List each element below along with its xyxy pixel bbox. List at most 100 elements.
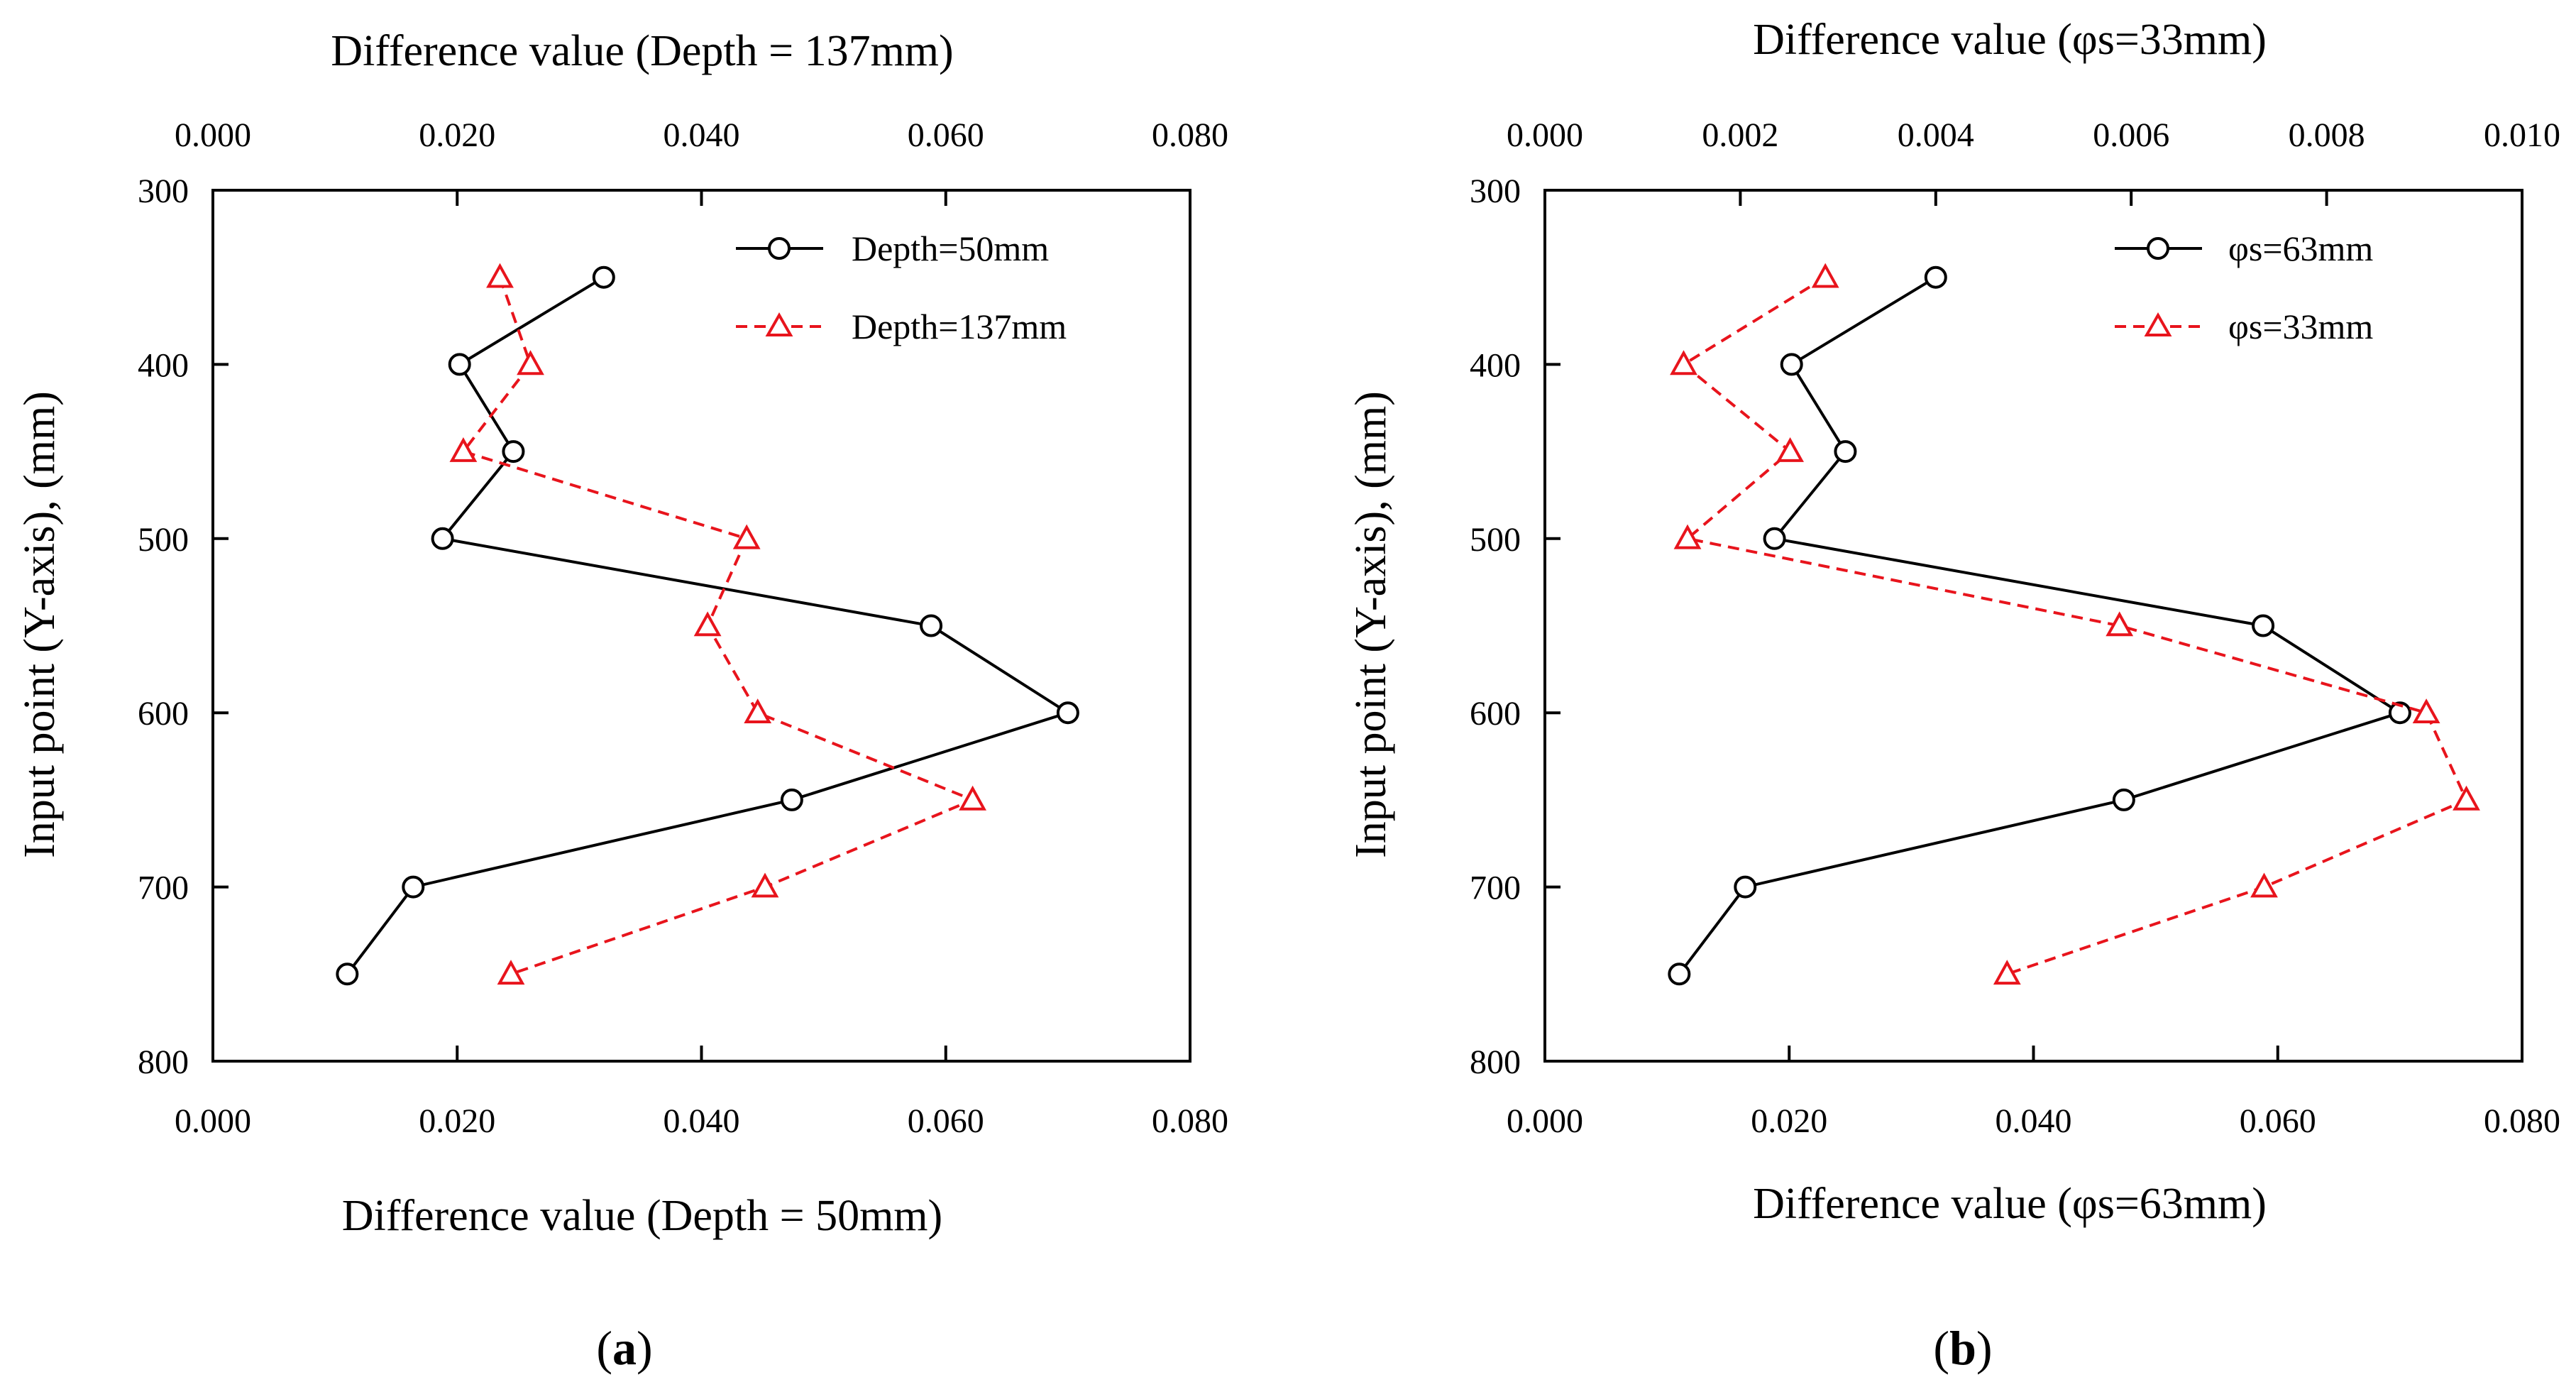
x-tick-label: 0.040 bbox=[664, 1102, 740, 1140]
data-point-triangle bbox=[497, 960, 525, 985]
panel-a-ticks bbox=[211, 189, 1191, 1063]
data-point-circle bbox=[1834, 440, 1857, 464]
y-tick-label: 600 bbox=[1470, 695, 1521, 733]
data-point-circle bbox=[402, 875, 425, 899]
data-point-circle bbox=[1780, 353, 1803, 376]
data-point-triangle bbox=[1776, 437, 1804, 462]
y-tick-label: 700 bbox=[138, 870, 189, 907]
y-tick-label: 500 bbox=[138, 521, 189, 559]
panel-b-label: (b) bbox=[1933, 1321, 1992, 1375]
top-x-tick-label: 0.006 bbox=[2093, 116, 2169, 154]
x-tick-label: 0.000 bbox=[175, 1102, 251, 1140]
data-point-circle bbox=[336, 963, 359, 986]
data-point-triangle bbox=[732, 524, 761, 549]
panel-b: 0.000 0.002 0.004 0.006 0.008 0.010 0.00… bbox=[1347, 16, 2560, 1375]
y-tick-label: 300 bbox=[138, 172, 189, 210]
panel-a-label-letter: a bbox=[612, 1321, 637, 1375]
panel-a-legend: Depth=50mm Depth=137mm bbox=[736, 229, 1067, 346]
data-point-circle bbox=[1763, 527, 1786, 550]
top-x-tick-label: 0.002 bbox=[1702, 116, 1778, 154]
panel-a-label: (a) bbox=[596, 1321, 652, 1375]
data-point-circle bbox=[2252, 614, 2275, 637]
data-point-triangle bbox=[2453, 785, 2480, 811]
top-x-tick-label: 0.040 bbox=[664, 116, 740, 154]
data-point-circle bbox=[780, 788, 803, 811]
panel-b-top-x-axis-title: Difference value (φs=33mm) bbox=[1753, 16, 2267, 64]
data-point-triangle bbox=[959, 785, 986, 811]
y-tick-label: 400 bbox=[1470, 346, 1521, 384]
top-x-tick-label: 0.020 bbox=[419, 116, 495, 154]
panel-a-top-tick-labels: 0.000 0.020 0.040 0.060 0.080 bbox=[175, 116, 1228, 154]
data-point-triangle bbox=[517, 350, 544, 375]
panel-b-x-axis-title: Difference value (φs=63mm) bbox=[1753, 1180, 2267, 1228]
panel-b-legend: φs=63mm φs=33mm bbox=[2115, 229, 2373, 346]
legend-marker-triangle bbox=[2144, 312, 2172, 336]
data-point-circle bbox=[431, 527, 454, 550]
x-tick-label: 0.080 bbox=[1152, 1102, 1228, 1140]
data-point-circle bbox=[592, 265, 615, 289]
top-x-tick-label: 0.008 bbox=[2289, 116, 2365, 154]
top-x-tick-label: 0.080 bbox=[1152, 116, 1228, 154]
panel-a-marks bbox=[336, 263, 1079, 986]
data-point-circle bbox=[502, 440, 525, 464]
series-line-secondary bbox=[1681, 275, 2469, 976]
data-point-triangle bbox=[2412, 698, 2440, 723]
y-tick-label: 600 bbox=[138, 695, 189, 733]
x-tick-label: 0.000 bbox=[1507, 1102, 1583, 1140]
y-tick-label: 300 bbox=[1470, 172, 1521, 210]
x-tick-label: 0.080 bbox=[2484, 1102, 2560, 1140]
legend-label-phis-33mm: φs=33mm bbox=[2228, 307, 2373, 346]
panel-a: 0.000 0.020 0.040 0.060 0.080 0.000 0.02… bbox=[16, 27, 1228, 1375]
data-point-triangle bbox=[744, 698, 772, 723]
data-point-circle bbox=[2112, 788, 2135, 811]
legend-label-phis-63mm: φs=63mm bbox=[2228, 229, 2373, 268]
data-point-circle bbox=[1924, 265, 1947, 289]
panel-b-bottom-tick-labels: 0.000 0.020 0.040 0.060 0.080 bbox=[1507, 1102, 2560, 1140]
legend-label-depth-50mm: Depth=50mm bbox=[852, 229, 1049, 268]
y-tick-label: 500 bbox=[1470, 521, 1521, 559]
legend-marker-triangle bbox=[765, 312, 793, 336]
data-point-circle bbox=[2388, 701, 2411, 725]
panel-a-bottom-tick-labels: 0.000 0.020 0.040 0.060 0.080 bbox=[175, 1102, 1228, 1140]
y-tick-label: 400 bbox=[138, 346, 189, 384]
x-tick-label: 0.020 bbox=[1751, 1102, 1827, 1140]
series-line-primary bbox=[1678, 275, 2404, 975]
data-point-triangle bbox=[1670, 350, 1697, 375]
panel-b-label-letter: b bbox=[1949, 1321, 1976, 1375]
panel-a-y-tick-labels: 300 400 500 600 700 800 bbox=[138, 172, 189, 1081]
panel-b-marks bbox=[1668, 263, 2480, 986]
data-point-triangle bbox=[449, 437, 478, 462]
x-tick-label: 0.060 bbox=[908, 1102, 984, 1140]
y-tick-label: 700 bbox=[1470, 870, 1521, 907]
panel-b-top-tick-labels: 0.000 0.002 0.004 0.006 0.008 0.010 bbox=[1507, 116, 2560, 154]
legend-marker-circle bbox=[768, 237, 791, 260]
top-x-tick-label: 0.000 bbox=[1507, 116, 1583, 154]
data-point-circle bbox=[1668, 963, 1691, 986]
top-x-tick-label: 0.010 bbox=[2484, 116, 2560, 154]
data-point-triangle bbox=[1993, 960, 2021, 985]
data-point-triangle bbox=[693, 611, 722, 637]
y-tick-label: 800 bbox=[1470, 1043, 1521, 1081]
top-x-tick-label: 0.000 bbox=[175, 116, 251, 154]
data-point-triangle bbox=[1811, 263, 1839, 288]
data-point-triangle bbox=[1673, 524, 1702, 549]
x-tick-label: 0.020 bbox=[419, 1102, 495, 1140]
panel-b-plot-frame bbox=[1543, 189, 2523, 1063]
panel-b-y-axis-title: Input point (Y-axis), (mm) bbox=[1347, 391, 1395, 858]
data-point-circle bbox=[1056, 701, 1079, 725]
data-point-triangle bbox=[2250, 872, 2278, 898]
y-tick-label: 800 bbox=[138, 1043, 189, 1081]
top-x-tick-label: 0.060 bbox=[908, 116, 984, 154]
data-point-triangle bbox=[2106, 611, 2134, 637]
data-point-circle bbox=[920, 614, 943, 637]
data-point-triangle bbox=[751, 872, 779, 898]
data-point-circle bbox=[448, 353, 471, 376]
data-point-circle bbox=[1734, 875, 1757, 899]
legend-marker-circle bbox=[2147, 237, 2169, 260]
legend-label-depth-137mm: Depth=137mm bbox=[852, 307, 1067, 346]
panel-b-y-tick-labels: 300 400 500 600 700 800 bbox=[1470, 172, 1521, 1081]
panel-a-y-axis-title: Input point (Y-axis), (mm) bbox=[16, 391, 64, 858]
panel-a-x-axis-title: Difference value (Depth = 50mm) bbox=[342, 1192, 942, 1240]
data-point-triangle bbox=[486, 263, 514, 288]
